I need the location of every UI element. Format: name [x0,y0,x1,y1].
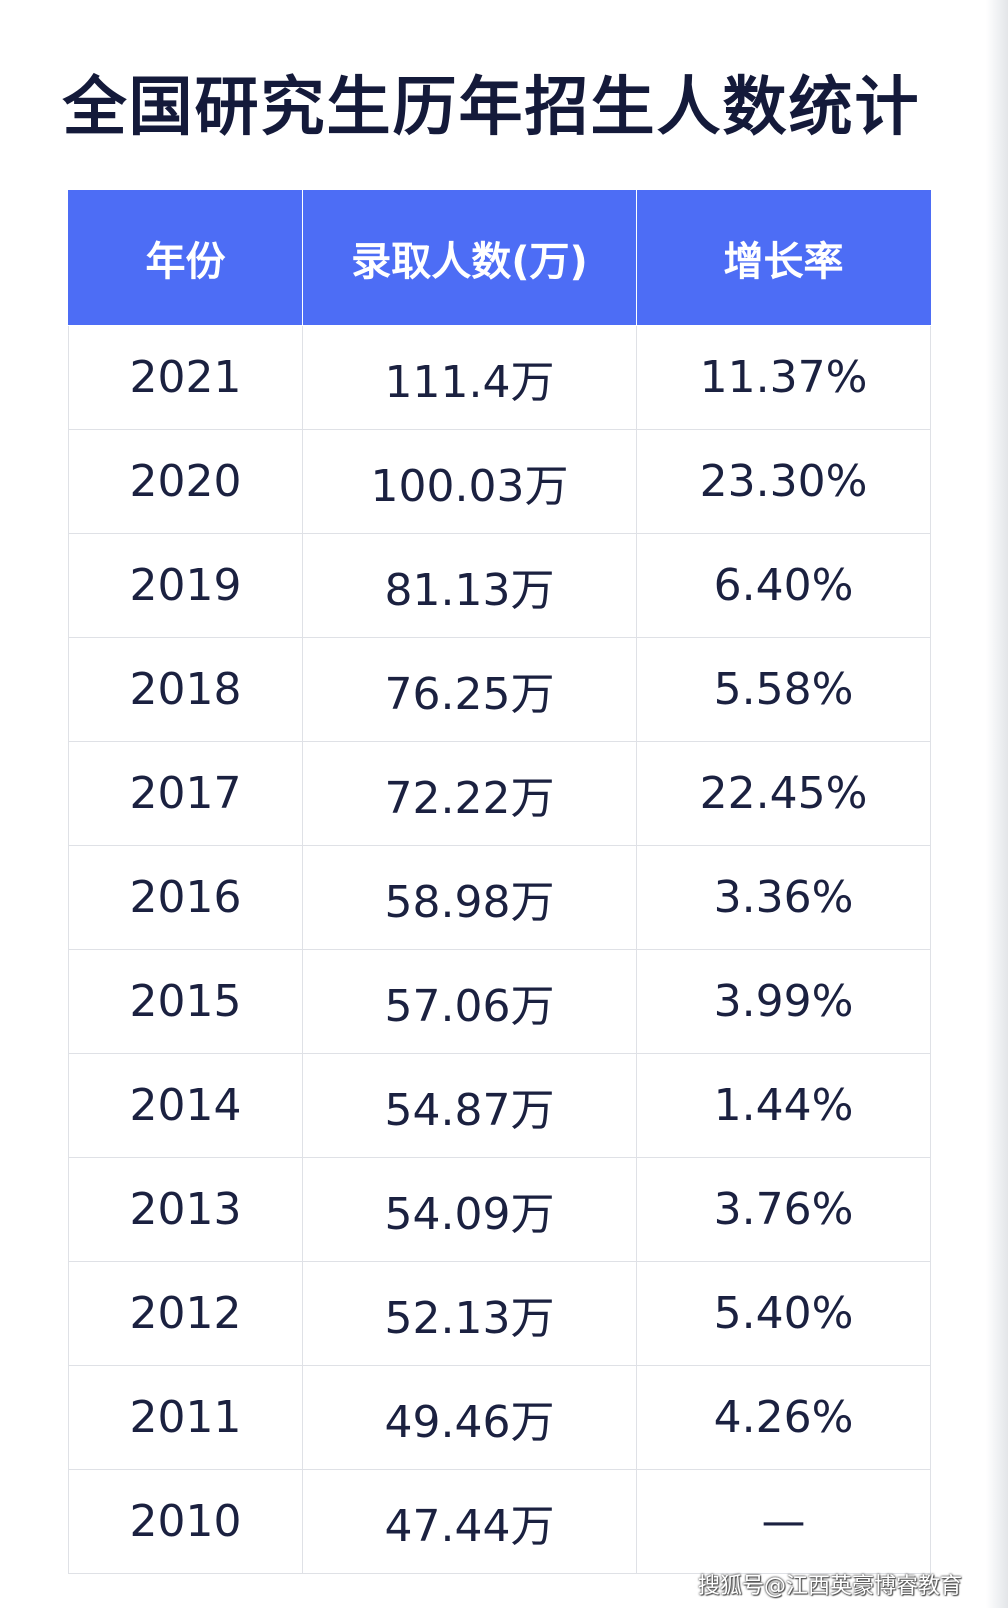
table-row: 2018 76.25万 5.58% [68,637,931,742]
table-row: 2011 49.46万 4.26% [68,1365,931,1470]
table-row: 2016 58.98万 3.36% [68,845,931,950]
cell-admissions: 76.25万 [302,637,637,742]
table-header-row: 年份 录取人数(万) 增长率 [68,190,931,326]
cell-year: 2010 [68,1469,303,1574]
cell-growth-rate: 3.99% [636,949,931,1054]
cell-growth-rate: 3.36% [636,845,931,950]
cell-admissions: 57.06万 [302,949,637,1054]
cell-growth-rate: 4.26% [636,1365,931,1470]
cell-growth-rate: 22.45% [636,741,931,846]
header-growth-rate: 增长率 [636,190,931,326]
cell-admissions: 100.03万 [302,429,637,534]
cell-admissions: 47.44万 [302,1469,637,1574]
cell-admissions: 58.98万 [302,845,637,950]
cell-admissions: 52.13万 [302,1261,637,1366]
enrollment-table: 年份 录取人数(万) 增长率 2021 111.4万 11.37% 2020 1… [68,190,931,1574]
cell-year: 2020 [68,429,303,534]
table-row: 2014 54.87万 1.44% [68,1053,931,1158]
source-watermark: 搜狐号@江西英豪博睿教育 [697,1574,962,1599]
cell-growth-rate: 6.40% [636,533,931,638]
cell-year: 2012 [68,1261,303,1366]
cell-year: 2021 [68,325,303,430]
cell-admissions: 54.09万 [302,1157,637,1262]
cell-year: 2011 [68,1365,303,1470]
table-row: 2010 47.44万 — [68,1469,931,1574]
cell-year: 2018 [68,637,303,742]
cell-growth-rate: — [636,1469,931,1574]
page-title: 全国研究生历年招生人数统计 [62,71,921,145]
page-edge-shadow [986,0,1008,1608]
cell-admissions: 72.22万 [302,741,637,846]
cell-year: 2013 [68,1157,303,1262]
cell-year: 2014 [68,1053,303,1158]
cell-admissions: 49.46万 [302,1365,637,1470]
table-row: 2017 72.22万 22.45% [68,741,931,846]
table-row: 2019 81.13万 6.40% [68,533,931,638]
table-row: 2020 100.03万 23.30% [68,429,931,534]
table-row: 2012 52.13万 5.40% [68,1261,931,1366]
table-row: 2021 111.4万 11.37% [68,325,931,430]
cell-growth-rate: 3.76% [636,1157,931,1262]
cell-admissions: 54.87万 [302,1053,637,1158]
cell-growth-rate: 5.40% [636,1261,931,1366]
cell-admissions: 111.4万 [302,325,637,430]
cell-year: 2015 [68,949,303,1054]
cell-growth-rate: 5.58% [636,637,931,742]
cell-growth-rate: 23.30% [636,429,931,534]
table-row: 2015 57.06万 3.99% [68,949,931,1054]
header-year: 年份 [68,190,303,326]
cell-growth-rate: 11.37% [636,325,931,430]
cell-growth-rate: 1.44% [636,1053,931,1158]
header-admissions: 录取人数(万) [302,190,637,326]
table-row: 2013 54.09万 3.76% [68,1157,931,1262]
cell-year: 2019 [68,533,303,638]
cell-year: 2016 [68,845,303,950]
cell-admissions: 81.13万 [302,533,637,638]
cell-year: 2017 [68,741,303,846]
